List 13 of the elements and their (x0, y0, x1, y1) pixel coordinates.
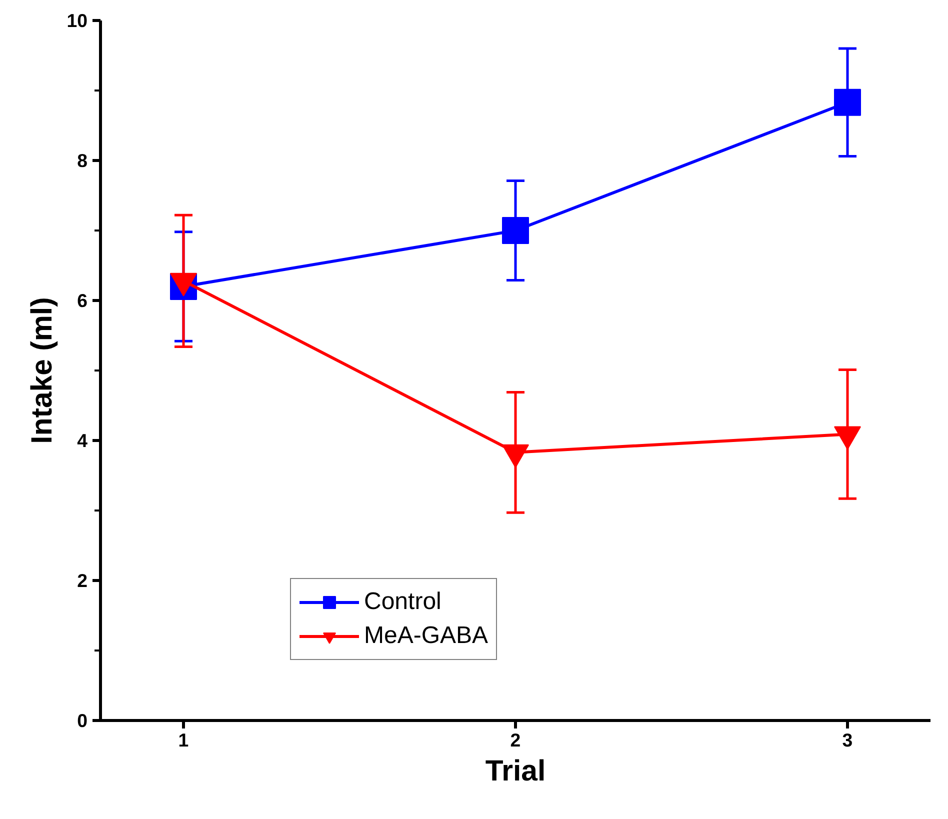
x-tick-label: 3 (842, 730, 853, 750)
y-tick-label: 4 (77, 430, 88, 451)
legend-label: Control (364, 588, 442, 616)
y-tick-label: 10 (66, 10, 88, 31)
y-tick-label: 6 (77, 290, 88, 311)
x-tick-label: 2 (510, 730, 521, 750)
x-axis-title: Trial (485, 754, 546, 788)
y-tick-label: 8 (77, 150, 88, 171)
legend-label: MeA-GABA (364, 622, 488, 650)
y-tick-label: 2 (77, 570, 88, 591)
y-tick-label: 0 (77, 710, 88, 731)
x-tick-label: 1 (178, 730, 189, 750)
y-axis-title: Intake (ml) (26, 297, 59, 444)
